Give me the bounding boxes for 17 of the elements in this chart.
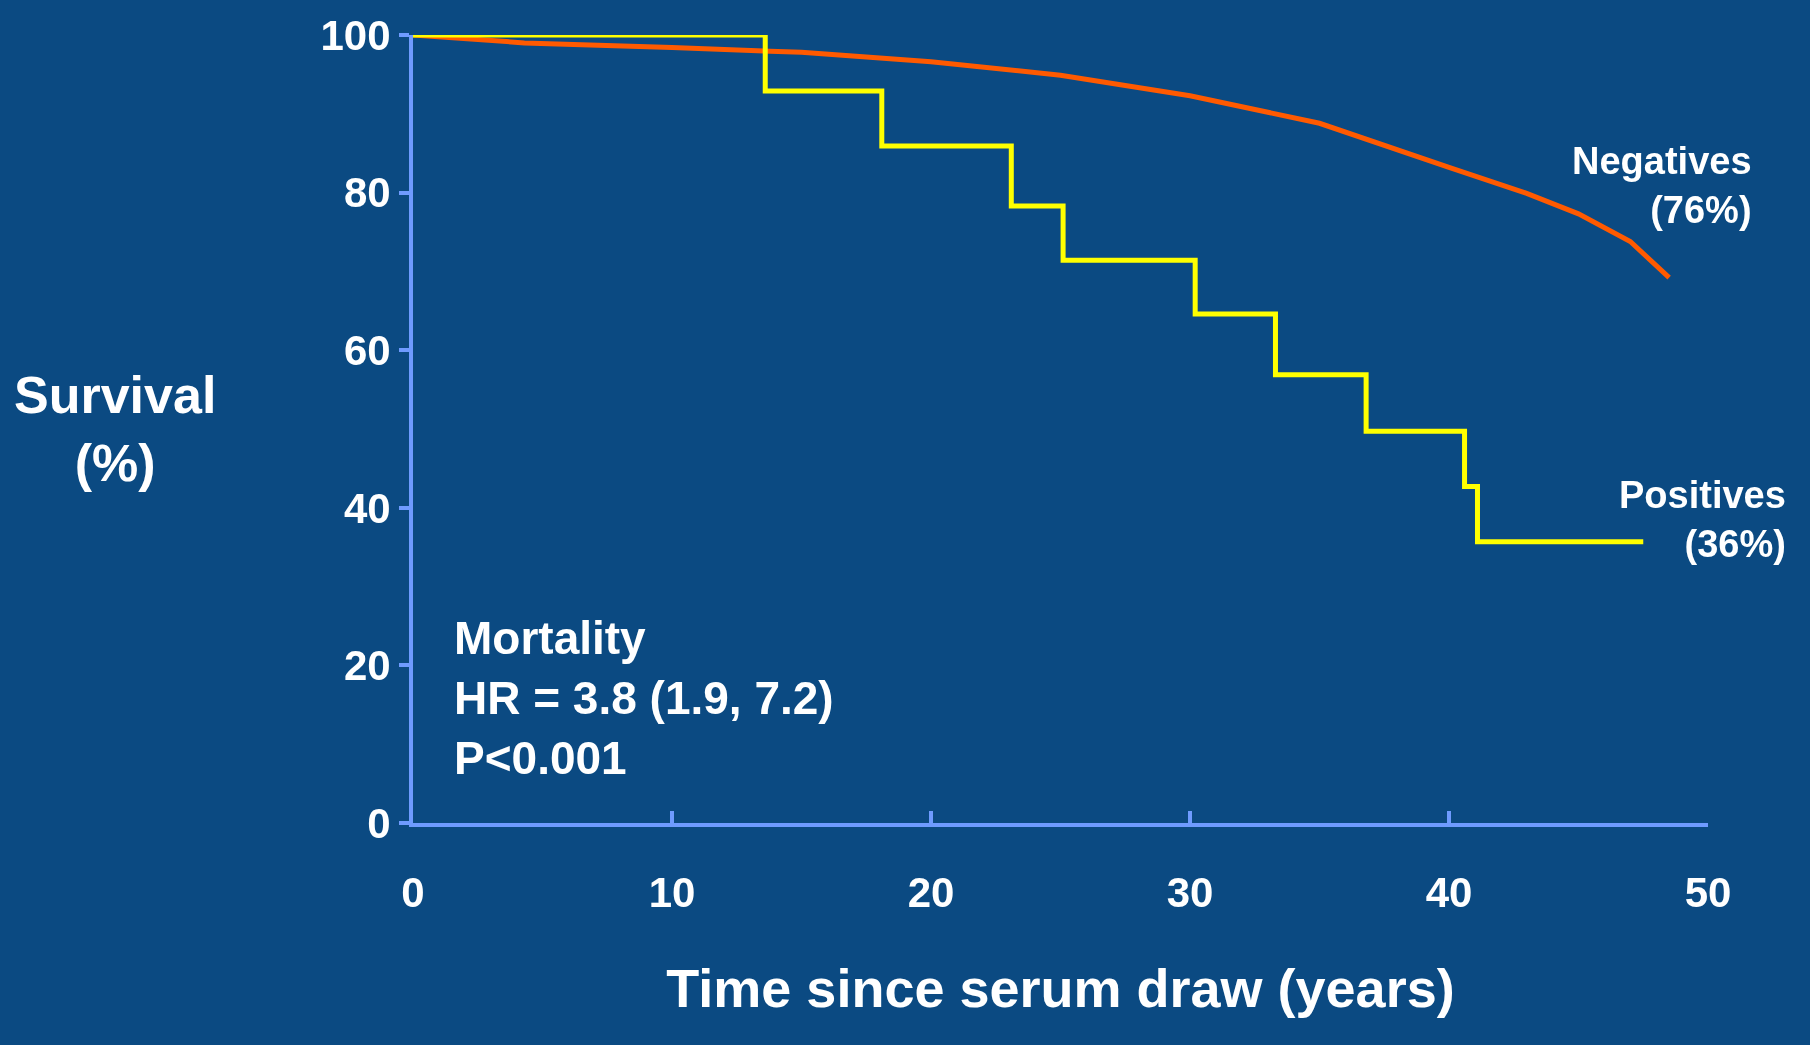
x-tick-label: 10 — [648, 869, 696, 917]
y-axis-title: Survival (%) — [14, 366, 217, 492]
y-tick-label: 100 — [320, 11, 391, 59]
annotation: Mortality HR = 3.8 (1.9, 7.2) P<0.001 — [454, 612, 834, 784]
x-tick-label: 50 — [1684, 869, 1732, 917]
x-tick-label: 20 — [907, 869, 955, 917]
series-label: Negatives (76%) — [1572, 140, 1752, 232]
y-tick-label: 20 — [343, 642, 391, 690]
x-tick-label: 40 — [1425, 869, 1473, 917]
x-axis-title: Time since serum draw (years) — [666, 958, 1455, 1019]
y-tick-label: 60 — [343, 326, 391, 374]
series-label: Positives (36%) — [1619, 474, 1786, 566]
x-tick-label: 0 — [401, 869, 425, 917]
y-tick-label: 40 — [343, 484, 391, 532]
y-tick-label: 0 — [367, 799, 391, 847]
y-tick-label: 80 — [343, 169, 391, 217]
x-tick-label: 30 — [1166, 869, 1214, 917]
